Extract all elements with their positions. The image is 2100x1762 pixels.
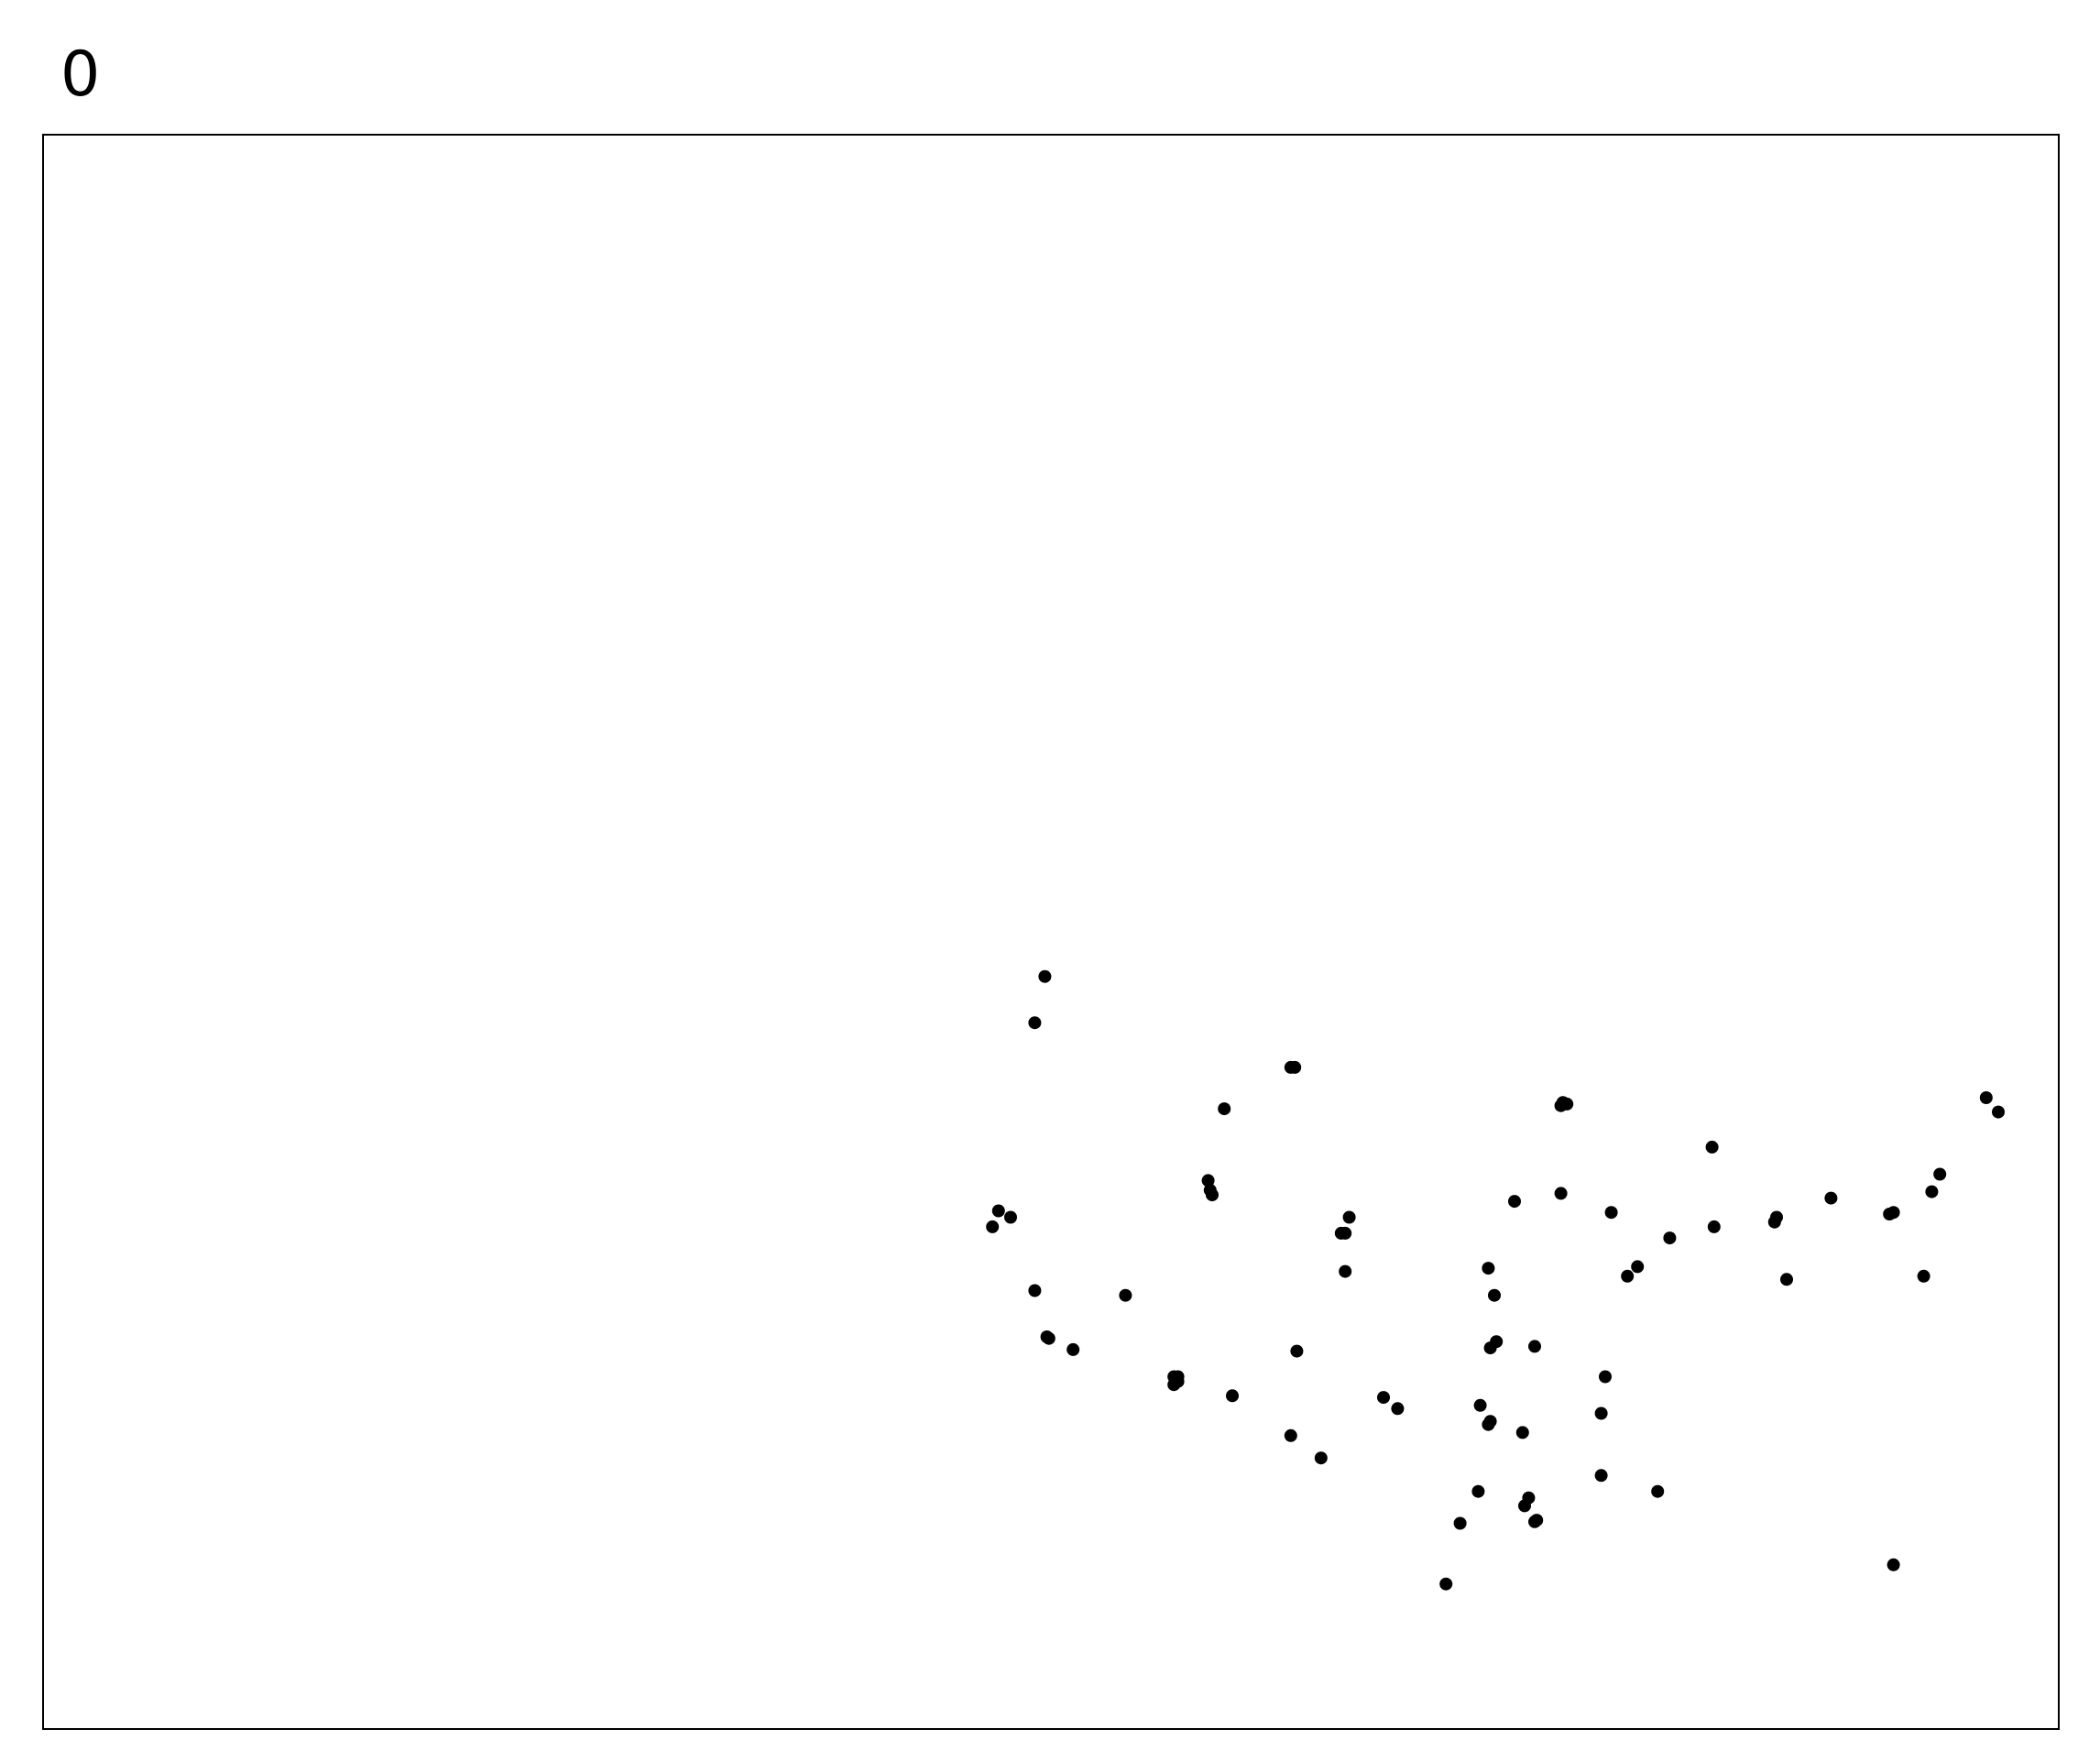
- scatter-point: [1599, 1370, 1612, 1384]
- scatter-point: [1028, 1016, 1042, 1030]
- scatter-point: [1651, 1484, 1665, 1498]
- scatter-point: [1594, 1469, 1608, 1483]
- scatter-point: [991, 1204, 1005, 1218]
- scatter-point: [1028, 1284, 1042, 1297]
- scatter-point: [1453, 1516, 1467, 1530]
- scatter-point: [1979, 1091, 1993, 1104]
- scatter-point: [1883, 1208, 1897, 1220]
- scatter-point: [1391, 1402, 1405, 1416]
- scatter-point: [1705, 1140, 1719, 1154]
- scatter-point: [1339, 1264, 1352, 1278]
- scatter-point: [1483, 1341, 1497, 1355]
- scatter-point: [1554, 1187, 1568, 1200]
- scatter-point: [1594, 1406, 1608, 1420]
- scatter-point: [1314, 1451, 1328, 1465]
- scatter-point: [1201, 1174, 1215, 1187]
- scatter-point: [1439, 1577, 1453, 1591]
- scatter-point: [1554, 1099, 1568, 1112]
- scatter-point: [1488, 1288, 1501, 1302]
- scatter-point: [1167, 1378, 1181, 1392]
- scatter-point: [1004, 1210, 1017, 1224]
- scatter-point: [1925, 1185, 1939, 1198]
- chart-title: 0: [60, 38, 101, 111]
- scatter-point: [1482, 1262, 1495, 1275]
- scatter-point: [1515, 1426, 1529, 1439]
- scatter-point: [1663, 1231, 1677, 1245]
- scatter-point: [1038, 969, 1052, 983]
- scatter-point: [1284, 1060, 1297, 1074]
- scatter-point: [1290, 1344, 1304, 1358]
- scatter-point: [1066, 1342, 1080, 1356]
- scatter-point: [1482, 1417, 1495, 1431]
- points-layer: [986, 969, 2005, 1591]
- scatter-point: [1473, 1398, 1487, 1412]
- scatter-point: [1917, 1269, 1930, 1283]
- scatter-point: [1528, 1515, 1541, 1528]
- scatter-point: [1518, 1499, 1531, 1513]
- scatter-point: [1780, 1273, 1793, 1286]
- scatter-point: [1284, 1428, 1297, 1442]
- scatter-point: [1377, 1391, 1390, 1405]
- scatter-point: [1218, 1102, 1231, 1116]
- scatter-point: [1226, 1389, 1239, 1403]
- scatter-point: [1119, 1288, 1132, 1302]
- scatter-point: [1631, 1260, 1645, 1274]
- scatter-point: [1042, 1331, 1055, 1345]
- scatter-point: [1767, 1215, 1781, 1229]
- scatter-point: [1604, 1206, 1618, 1220]
- scatter-point: [1471, 1484, 1485, 1498]
- scatter-point: [1887, 1558, 1900, 1571]
- scatter-point: [1334, 1226, 1348, 1240]
- scatter-point: [1933, 1167, 1947, 1181]
- scatter-point: [1621, 1269, 1635, 1283]
- scatter-point: [986, 1220, 1000, 1233]
- plot-frame: [42, 134, 2060, 1730]
- scatter-point: [1824, 1191, 1838, 1205]
- scatter-point: [1508, 1195, 1521, 1209]
- scatter-point: [1992, 1105, 2005, 1119]
- scatter-point: [1528, 1340, 1541, 1353]
- scatter-point: [1206, 1188, 1219, 1202]
- scatter-point: [1707, 1220, 1721, 1233]
- scatter-point: [1342, 1210, 1356, 1224]
